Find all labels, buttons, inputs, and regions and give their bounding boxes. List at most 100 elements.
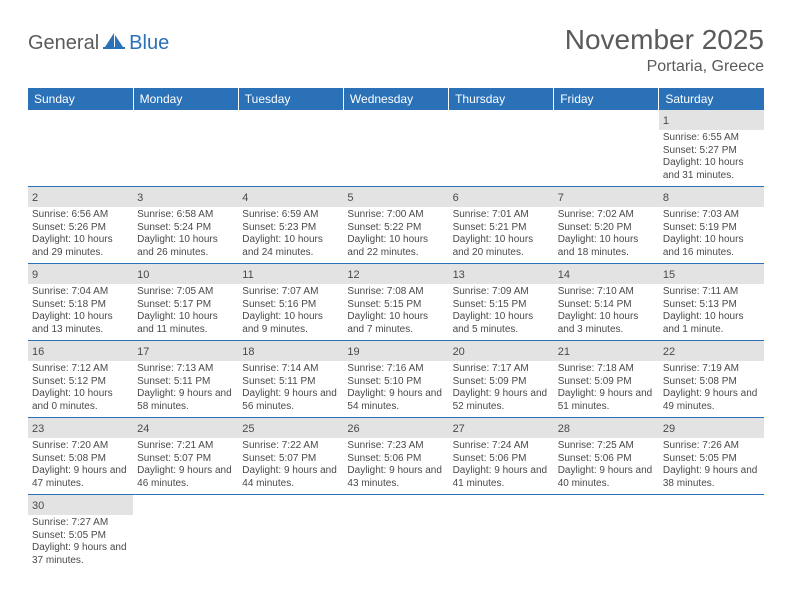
day-info: Sunrise: 7:05 AMSunset: 5:17 PMDaylight:…: [137, 286, 234, 336]
sunset-line: Sunset: 5:24 PM: [137, 222, 234, 235]
calendar-cell: 6Sunrise: 7:01 AMSunset: 5:21 PMDaylight…: [449, 187, 554, 264]
sunset-line: Sunset: 5:16 PM: [242, 299, 339, 312]
day-info: Sunrise: 7:18 AMSunset: 5:09 PMDaylight:…: [558, 363, 655, 413]
day-number-row: 23: [28, 418, 133, 438]
calendar-cell: 7Sunrise: 7:02 AMSunset: 5:20 PMDaylight…: [554, 187, 659, 264]
daylight-line: Daylight: 9 hours and 49 minutes.: [663, 388, 760, 413]
sunset-line: Sunset: 5:06 PM: [347, 453, 444, 466]
calendar-cell: 21 Sunrise: 7:18 AMSunset: 5:09 PMDayligh…: [554, 341, 659, 418]
calendar-table: SundayMondayTuesdayWednesdayThursdayFrid…: [28, 88, 764, 571]
day-number-row: 9: [28, 264, 133, 284]
daylight-line: Daylight: 9 hours and 58 minutes.: [137, 388, 234, 413]
calendar-cell: [238, 495, 343, 572]
day-info: Sunrise: 6:58 AMSunset: 5:24 PMDaylight:…: [137, 209, 234, 259]
sunset-line: Sunset: 5:06 PM: [558, 453, 655, 466]
sunset-line: Sunset: 5:09 PM: [453, 376, 550, 389]
day-number: 11: [242, 269, 253, 281]
calendar-cell: 17 Sunrise: 7:13 AMSunset: 5:11 PMDayligh…: [133, 341, 238, 418]
calendar-cell: [659, 495, 764, 572]
calendar-cell: [343, 495, 448, 572]
day-number: 8: [663, 192, 669, 204]
day-number: 30: [32, 500, 44, 512]
day-info: Sunrise: 7:11 AMSunset: 5:13 PMDaylight:…: [663, 286, 760, 336]
daylight-line: Daylight: 9 hours and 41 minutes.: [453, 465, 550, 490]
day-number-row: 25: [238, 418, 343, 438]
calendar-cell: 9Sunrise: 7:04 AMSunset: 5:18 PMDaylight…: [28, 264, 133, 341]
day-number-row: 13: [449, 264, 554, 284]
daylight-line: Daylight: 9 hours and 56 minutes.: [242, 388, 339, 413]
logo-text-blue: Blue: [129, 32, 169, 55]
day-number-row: 11: [238, 264, 343, 284]
sunset-line: Sunset: 5:15 PM: [453, 299, 550, 312]
calendar-cell: 13Sunrise: 7:09 AMSunset: 5:15 PMDayligh…: [449, 264, 554, 341]
sunrise-line: Sunrise: 7:13 AM: [137, 363, 234, 376]
sunset-line: Sunset: 5:15 PM: [347, 299, 444, 312]
day-number: 2: [32, 192, 38, 204]
day-number-row: 8: [659, 187, 764, 207]
calendar-cell: [554, 495, 659, 572]
day-number: 6: [453, 192, 459, 204]
daylight-line: Daylight: 9 hours and 54 minutes.: [347, 388, 444, 413]
calendar-cell: 11 Sunrise: 7:07 AMSunset: 5:16 PMDayligh…: [238, 264, 343, 341]
day-number: 15: [663, 269, 675, 281]
day-number-row: 17: [133, 341, 238, 361]
sunset-line: Sunset: 5:06 PM: [453, 453, 550, 466]
day-info: Sunrise: 7:10 AMSunset: 5:14 PMDaylight:…: [558, 286, 655, 336]
daylight-line: Daylight: 10 hours and 26 minutes.: [137, 234, 234, 259]
day-info: Sunrise: 7:07 AMSunset: 5:16 PMDaylight:…: [242, 286, 339, 336]
day-info: Sunrise: 7:03 AMSunset: 5:19 PMDaylight:…: [663, 209, 760, 259]
logo-sail-icon: [103, 32, 125, 55]
day-number: 21: [558, 346, 570, 358]
day-number-row: 30: [28, 495, 133, 515]
sunrise-line: Sunrise: 7:18 AM: [558, 363, 655, 376]
sunrise-line: Sunrise: 7:14 AM: [242, 363, 339, 376]
sunset-line: Sunset: 5:13 PM: [663, 299, 760, 312]
calendar-cell: 27 Sunrise: 7:24 AMSunset: 5:06 PMDayligh…: [449, 418, 554, 495]
calendar-cell: 24Sunrise: 7:21 AMSunset: 5:07 PMDayligh…: [133, 418, 238, 495]
sunset-line: Sunset: 5:26 PM: [32, 222, 129, 235]
day-info: Sunrise: 6:59 AMSunset: 5:23 PMDaylight:…: [242, 209, 339, 259]
day-number-row: 21: [554, 341, 659, 361]
sunrise-line: Sunrise: 6:59 AM: [242, 209, 339, 222]
sunrise-line: Sunrise: 7:24 AM: [453, 440, 550, 453]
sunset-line: Sunset: 5:08 PM: [663, 376, 760, 389]
sunset-line: Sunset: 5:11 PM: [137, 376, 234, 389]
daylight-line: Daylight: 10 hours and 9 minutes.: [242, 311, 339, 336]
day-number: 29: [663, 423, 675, 435]
daylight-line: Daylight: 10 hours and 18 minutes.: [558, 234, 655, 259]
daylight-line: Daylight: 10 hours and 13 minutes.: [32, 311, 129, 336]
sunrise-line: Sunrise: 7:23 AM: [347, 440, 444, 453]
calendar-cell: [449, 495, 554, 572]
calendar-row: 2Sunrise: 6:56 AMSunset: 5:26 PMDaylight…: [28, 187, 764, 264]
sunrise-line: Sunrise: 7:02 AM: [558, 209, 655, 222]
sunrise-line: Sunrise: 7:21 AM: [137, 440, 234, 453]
sunrise-line: Sunrise: 7:05 AM: [137, 286, 234, 299]
calendar-cell: 12Sunrise: 7:08 AMSunset: 5:15 PMDayligh…: [343, 264, 448, 341]
day-number-row: 19: [343, 341, 448, 361]
day-info: Sunrise: 7:21 AMSunset: 5:07 PMDaylight:…: [137, 440, 234, 490]
daylight-line: Daylight: 10 hours and 29 minutes.: [32, 234, 129, 259]
sunset-line: Sunset: 5:23 PM: [242, 222, 339, 235]
day-number-row: 20: [449, 341, 554, 361]
daylight-line: Daylight: 9 hours and 52 minutes.: [453, 388, 550, 413]
day-number: 13: [453, 269, 465, 281]
weekday-header: Wednesday: [343, 88, 448, 110]
sunset-line: Sunset: 5:12 PM: [32, 376, 129, 389]
daylight-line: Daylight: 10 hours and 24 minutes.: [242, 234, 339, 259]
day-info: Sunrise: 7:25 AMSunset: 5:06 PMDaylight:…: [558, 440, 655, 490]
calendar-cell: 8 Sunrise: 7:03 AMSunset: 5:19 PMDaylight…: [659, 187, 764, 264]
day-number: 12: [347, 269, 359, 281]
daylight-line: Daylight: 10 hours and 20 minutes.: [453, 234, 550, 259]
day-number: 19: [347, 346, 359, 358]
day-info: Sunrise: 7:23 AMSunset: 5:06 PMDaylight:…: [347, 440, 444, 490]
calendar-cell: 1Sunrise: 6:55 AMSunset: 5:27 PMDaylight…: [659, 110, 764, 187]
day-info: Sunrise: 7:04 AMSunset: 5:18 PMDaylight:…: [32, 286, 129, 336]
day-number-row: 27: [449, 418, 554, 438]
calendar-cell: [554, 110, 659, 187]
day-number: 17: [137, 346, 149, 358]
sunrise-line: Sunrise: 7:19 AM: [663, 363, 760, 376]
calendar-cell: 2Sunrise: 6:56 AMSunset: 5:26 PMDaylight…: [28, 187, 133, 264]
calendar-cell: 19 Sunrise: 7:16 AMSunset: 5:10 PMDayligh…: [343, 341, 448, 418]
sunrise-line: Sunrise: 7:26 AM: [663, 440, 760, 453]
day-info: Sunrise: 7:16 AMSunset: 5:10 PMDaylight:…: [347, 363, 444, 413]
